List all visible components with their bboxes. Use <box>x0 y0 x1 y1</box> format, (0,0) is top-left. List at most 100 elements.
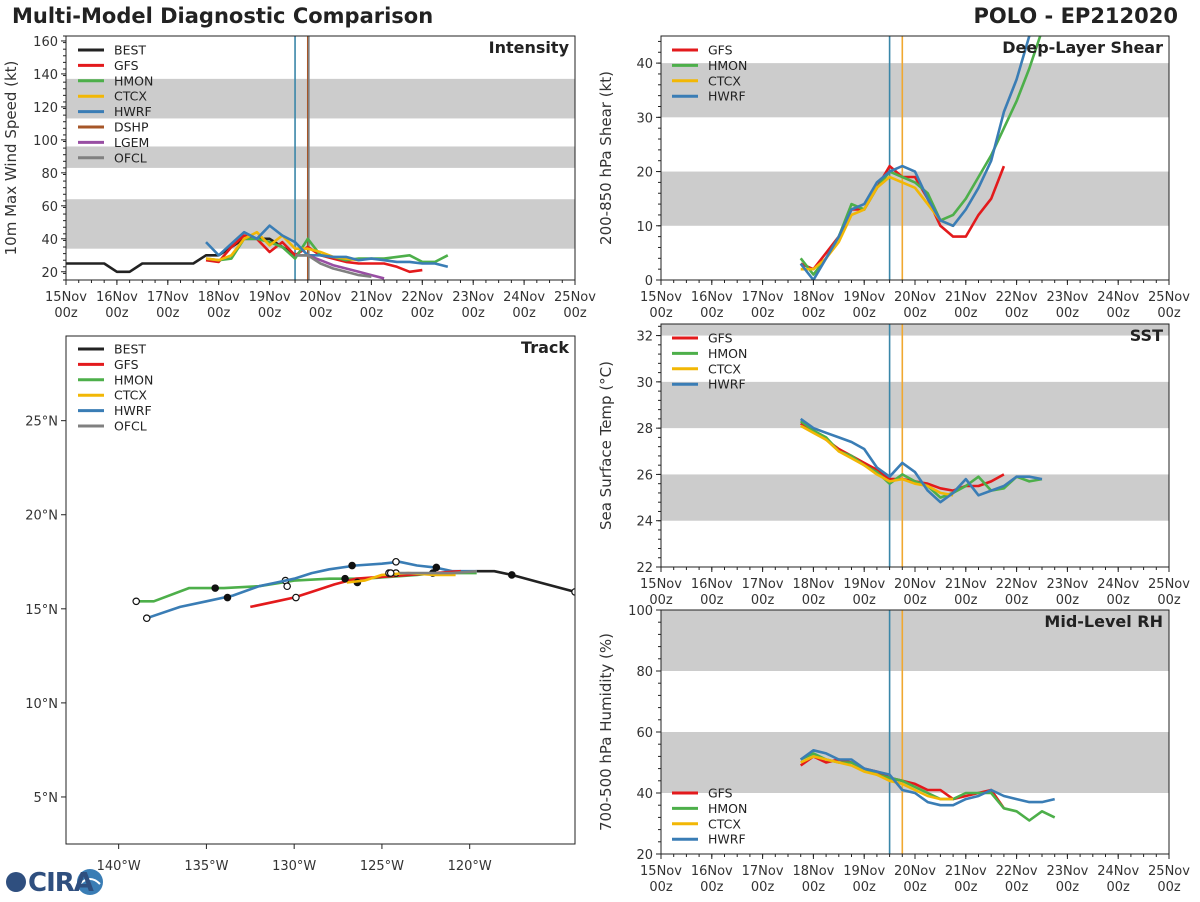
x-tick-label-date: 24Nov <box>1097 577 1139 592</box>
series-group <box>66 224 449 280</box>
x-tick-label: 135°W <box>184 859 228 874</box>
x-tick-label-hour: 00z <box>700 880 724 895</box>
y-tick-label: 26 <box>636 468 653 483</box>
y-tick-label: 30 <box>636 376 653 391</box>
y-axis-label: Sea Surface Temp (°C) <box>597 361 615 530</box>
track-position-dot <box>283 582 291 591</box>
x-tick-label-hour: 00z <box>1107 306 1131 321</box>
x-tick-label-hour: 00z <box>853 306 877 321</box>
x-tick-label-hour: 00z <box>512 306 536 321</box>
series-group <box>132 557 575 623</box>
x-tick-label-hour: 00z <box>954 880 978 895</box>
series-line-hwrf <box>799 748 1055 807</box>
y-tick-label: 100 <box>33 134 58 149</box>
x-tick-label-hour: 00z <box>649 593 673 608</box>
legend-label-ctcx: CTCX <box>708 73 741 88</box>
x-tick-label-hour: 00z <box>903 306 927 321</box>
x-tick-label-date: 25Nov <box>554 290 596 305</box>
legend-label-hmon: HMON <box>708 801 747 816</box>
x-tick-label-date: 25Nov <box>1148 577 1190 592</box>
shaded-band <box>661 324 1169 336</box>
y-tick-label: 20 <box>636 848 653 863</box>
legend-label-hmon: HMON <box>114 372 153 387</box>
panel-track: 5°N 10°N 15°N 20°N 25°N 140°W 135°W 130°W 125°W 1… <box>25 335 576 874</box>
series-group <box>799 748 1056 822</box>
x-tick-label-hour: 00z <box>802 880 826 895</box>
x-tick-label-date: 24Nov <box>503 290 545 305</box>
x-tick-label-hour: 00z <box>751 880 775 895</box>
x-tick-label-hour: 00z <box>751 593 775 608</box>
y-tick-label: 60 <box>41 200 58 215</box>
series-line-best <box>66 237 308 274</box>
x-tick-label-date: 20Nov <box>300 290 342 305</box>
shaded-band <box>66 78 575 119</box>
storm-id: POLO - EP212020 <box>973 4 1178 28</box>
series-line-ctcx <box>346 571 456 584</box>
x-tick-label-date: 20Nov <box>894 290 936 305</box>
x-tick-label-hour: 00z <box>853 880 877 895</box>
y-tick-label: 40 <box>636 787 653 802</box>
legend-label-ctcx: CTCX <box>114 388 147 403</box>
x-tick-label-hour: 00z <box>700 306 724 321</box>
series-line-ctcx <box>800 424 954 497</box>
x-tick-label-hour: 00z <box>954 593 978 608</box>
legend-label-ctcx: CTCX <box>708 361 741 376</box>
track-position-dot <box>348 561 356 570</box>
y-axis-label: 200-850 hPa Shear (kt) <box>597 71 615 245</box>
y-tick-label: 120 <box>33 101 58 116</box>
panel-title: Deep-Layer Shear <box>1002 38 1163 57</box>
x-tick-label-hour: 00z <box>309 306 333 321</box>
x-tick-label: 140°W <box>97 859 141 874</box>
x-tick-label-date: 20Nov <box>894 864 936 879</box>
x-tick-label-date: 17Nov <box>742 290 784 305</box>
x-tick-label: 120°W <box>448 859 492 874</box>
y-tick-label: 10 <box>636 220 653 235</box>
x-tick-label-hour: 00z <box>563 306 587 321</box>
x-tick-label-hour: 00z <box>54 306 78 321</box>
y-tick-label: 30 <box>636 111 653 126</box>
track-position-dot <box>341 574 349 583</box>
x-tick-label-hour: 00z <box>1056 880 1080 895</box>
y-tick-label: 20°N <box>25 509 58 524</box>
series-line-lgem <box>307 254 385 280</box>
track-position-dot <box>292 593 300 602</box>
y-tick-label: 140 <box>33 68 58 83</box>
panel-title: Intensity <box>489 38 570 57</box>
panel-intensity: 2040608010012014016015Nov00z16Nov00z17No… <box>2 35 596 321</box>
legend-label-gfs: GFS <box>114 58 139 73</box>
y-tick-label: 20 <box>636 166 653 181</box>
x-tick-label-hour: 00z <box>649 306 673 321</box>
x-tick-label-hour: 00z <box>1157 880 1181 895</box>
x-tick-label-date: 17Nov <box>742 864 784 879</box>
x-tick-label-date: 23Nov <box>1046 864 1088 879</box>
x-tick-label-hour: 00z <box>360 306 384 321</box>
x-tick-label-date: 18Nov <box>198 290 240 305</box>
x-tick-label-hour: 00z <box>853 593 877 608</box>
series-line-ofcl <box>295 254 372 278</box>
x-tick-label-hour: 00z <box>1157 593 1181 608</box>
x-tick-label-date: 19Nov <box>843 864 885 879</box>
x-tick-label-date: 19Nov <box>843 290 885 305</box>
x-tick-label-date: 22Nov <box>996 577 1038 592</box>
y-tick-label: 60 <box>636 726 653 741</box>
x-tick-label-date: 23Nov <box>452 290 494 305</box>
legend-label-ctcx: CTCX <box>708 816 741 831</box>
y-axis-label: 700-500 hPa Humidity (%) <box>597 633 615 831</box>
x-tick-label-date: 22Nov <box>996 290 1038 305</box>
y-tick-label: 15°N <box>25 603 58 618</box>
x-tick-label-date: 25Nov <box>1148 864 1190 879</box>
shaded-band <box>66 146 575 168</box>
panel-frame <box>65 335 576 845</box>
y-tick-label: 0 <box>645 274 653 289</box>
panel-title: Track <box>521 338 569 357</box>
panel-shear: 01020304015Nov00z16Nov00z17Nov00z18Nov00… <box>597 35 1190 321</box>
track-position-dot <box>211 584 219 592</box>
x-tick-label-hour: 00z <box>751 306 775 321</box>
x-tick-label-hour: 00z <box>1056 306 1080 321</box>
x-tick-label-hour: 00z <box>903 880 927 895</box>
y-tick-label: 100 <box>628 604 653 619</box>
x-tick-label-date: 25Nov <box>1148 290 1190 305</box>
x-tick-label-date: 19Nov <box>843 577 885 592</box>
legend-label-gfs: GFS <box>708 43 733 58</box>
x-tick-label-hour: 00z <box>1157 306 1181 321</box>
